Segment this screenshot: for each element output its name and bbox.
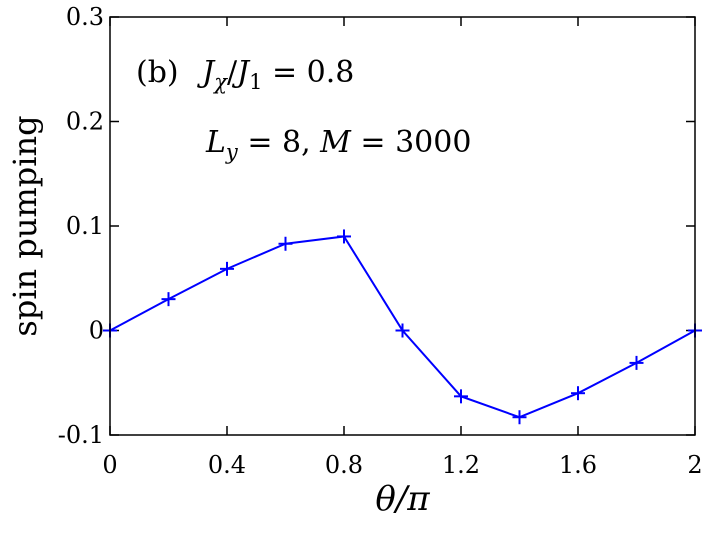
data-point [454, 389, 468, 404]
y-axis-label: spin pumping [6, 115, 44, 336]
x-tick-label: 0.8 [325, 451, 363, 479]
x-axis-label: θ/π [375, 479, 430, 519]
m-value: = 3000 [351, 125, 472, 160]
j1-subscript: 1 [249, 70, 262, 94]
data-point [220, 261, 234, 276]
y-tick-labels: -0.1 0 0.1 0.2 0.3 [58, 3, 104, 449]
j-ratio-value: = 0.8 [262, 55, 354, 90]
x-tick-label: 2 [687, 451, 702, 479]
plot-frame [109, 16, 696, 436]
data-point [395, 323, 410, 338]
axis-ticks [109, 16, 696, 436]
ly-symbol: L [205, 125, 226, 160]
annotation-line-2: Ly = 8, M = 3000 [205, 125, 471, 164]
data-point [571, 386, 585, 401]
ly-value: = 8, [238, 125, 320, 160]
data-point [278, 236, 293, 251]
ly-subscript: y [225, 140, 239, 164]
y-tick-label: 0.3 [66, 3, 104, 31]
x-tick-label: 1.6 [559, 451, 597, 479]
data-point [161, 292, 176, 307]
data-point [512, 410, 527, 425]
y-tick-label: 0 [89, 317, 104, 345]
j-chi-subscript: χ [212, 70, 228, 94]
x-tick-label: 0.4 [208, 451, 246, 479]
data-point [337, 229, 351, 244]
y-tick-label: -0.1 [58, 421, 104, 449]
m-symbol: M [319, 125, 352, 160]
series-layer [103, 229, 702, 425]
panel-label: (b) [136, 55, 179, 90]
j-chi-symbol: J [196, 55, 216, 90]
data-point [629, 355, 644, 370]
y-tick-label: 0.1 [66, 212, 104, 240]
y-tick-label: 0.2 [66, 108, 104, 136]
annotation-line-1: (b) Jχ/J1 = 0.8 [136, 55, 354, 94]
x-tick-label: 1.2 [442, 451, 480, 479]
x-tick-label: 0 [102, 451, 117, 479]
x-tick-labels: 0 0.4 0.8 1.2 1.6 2 [102, 451, 702, 479]
